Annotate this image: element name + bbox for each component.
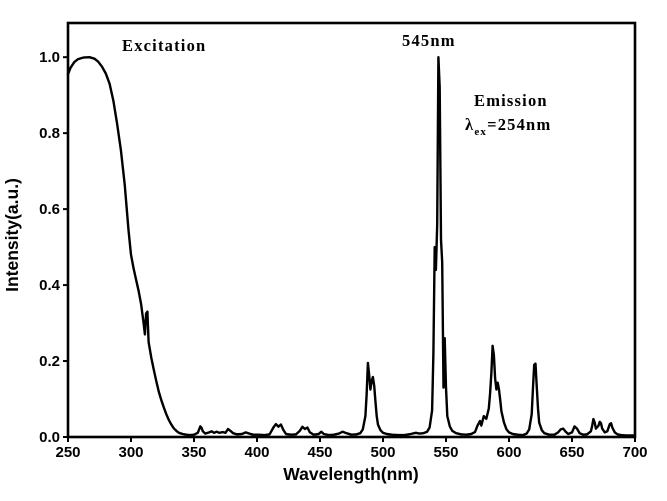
spectrum-line <box>66 56 637 437</box>
x-tick-label: 600 <box>496 444 521 461</box>
x-tick-label: 650 <box>559 444 584 461</box>
y-tick-label: 0.8 <box>39 125 60 142</box>
excitation-label: Excitation <box>122 36 206 55</box>
x-tick-label: 550 <box>433 444 458 461</box>
x-axis-title: Wavelength(nm) <box>283 464 418 484</box>
x-tick-label: 350 <box>181 444 206 461</box>
emission-label: Emission <box>474 91 548 110</box>
y-tick-label: 0.6 <box>39 201 60 218</box>
y-axis-title: Intensity(a.u.) <box>2 178 22 292</box>
y-tick-label: 0.0 <box>39 429 60 446</box>
lambda-subscript: ex <box>474 126 487 138</box>
x-tick-label: 450 <box>307 444 332 461</box>
x-axis-ticks: 250 300 350 400 450 500 550 600 650 700 <box>55 437 648 461</box>
y-tick-label: 0.2 <box>39 353 60 370</box>
x-tick-label: 400 <box>244 444 269 461</box>
x-tick-label: 300 <box>118 444 143 461</box>
plot-frame <box>66 21 637 439</box>
peak-545nm-label: 545nm <box>402 31 456 50</box>
lambda-value: =254nm <box>487 115 551 134</box>
lambda-symbol: λ <box>465 115 474 134</box>
y-axis-ticks: 0.0 0.2 0.4 0.6 0.8 1.0 <box>39 49 68 446</box>
y-tick-label: 1.0 <box>39 49 60 66</box>
x-tick-label: 250 <box>55 444 80 461</box>
x-tick-label: 500 <box>370 444 395 461</box>
x-tick-label: 700 <box>622 444 647 461</box>
excitation-wavelength-label: λex=254nm <box>465 115 551 138</box>
y-tick-label: 0.4 <box>39 277 61 294</box>
